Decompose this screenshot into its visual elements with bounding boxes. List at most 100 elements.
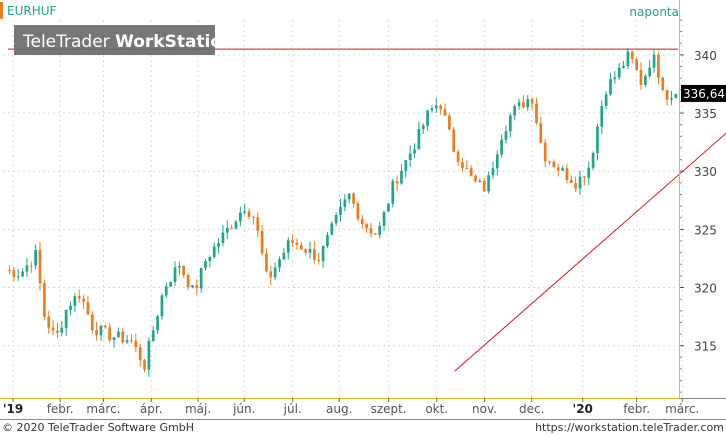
x-tick-label: febr. <box>623 402 650 416</box>
candle-body <box>317 259 321 262</box>
candle-body <box>400 170 403 184</box>
candle-body <box>413 149 416 154</box>
candle-body <box>408 153 412 161</box>
candle-body <box>34 249 38 266</box>
candle-body <box>173 267 177 282</box>
candle-body <box>130 340 133 342</box>
x-tick-label: dec. <box>519 402 544 416</box>
candle-body <box>51 327 55 331</box>
y-tick-label-315: 315 <box>694 340 717 354</box>
candle-body <box>556 167 560 171</box>
candle-body <box>313 249 316 260</box>
candle-body <box>426 110 429 126</box>
candle-body <box>252 216 255 218</box>
candle-body <box>491 168 495 176</box>
candle-body <box>69 305 72 310</box>
candle-body <box>387 203 390 212</box>
candle-body <box>482 181 486 192</box>
candle-body <box>565 168 569 180</box>
candle-body <box>156 316 159 331</box>
candle-body <box>395 181 399 184</box>
candle-body <box>43 283 46 317</box>
candle-body <box>195 285 199 289</box>
candle-body <box>99 325 103 336</box>
candle-body <box>60 327 64 333</box>
candle-body <box>304 249 308 253</box>
x-tick-label: szept. <box>371 402 407 416</box>
copyright-text: © 2020 TeleTrader Software GmbH <box>2 421 194 434</box>
candle-body <box>452 129 456 152</box>
candle-body <box>103 325 107 328</box>
candle-body <box>47 316 51 328</box>
candle-body <box>86 301 90 315</box>
candle-body <box>269 271 273 278</box>
candle-body <box>138 347 142 361</box>
candle-body <box>465 167 469 169</box>
candle-body <box>670 98 673 100</box>
candle-body <box>543 142 547 162</box>
x-tick-label: '19 <box>3 402 23 416</box>
candle-body <box>112 337 116 340</box>
watermark: TeleTrader WorkStation <box>14 25 234 55</box>
candle-body <box>417 129 421 150</box>
y-tick-label-320: 320 <box>694 282 717 296</box>
candle-body <box>639 70 643 85</box>
candle-body <box>552 161 556 168</box>
x-tick-label: nov. <box>472 402 497 416</box>
candle-body <box>583 176 586 178</box>
candle-body <box>16 276 20 278</box>
candle-body <box>38 249 42 284</box>
footer-bar <box>0 419 726 435</box>
candlestick-series <box>8 47 678 377</box>
candle-body <box>674 93 678 99</box>
candle-body <box>373 233 377 235</box>
x-tick-label: márc. <box>665 402 699 416</box>
candle-body <box>134 340 138 348</box>
candle-body <box>561 168 564 171</box>
x-tick-label: márc. <box>86 402 120 416</box>
candle-body <box>234 221 238 229</box>
candle-body <box>347 193 351 200</box>
candle-body <box>448 115 451 130</box>
watermark-box <box>14 25 215 55</box>
candle-body <box>587 167 591 178</box>
candle-body <box>652 54 656 68</box>
candle-body <box>164 286 168 296</box>
last-price-value: 336,643 <box>683 87 726 101</box>
candle-body <box>574 183 578 189</box>
candle-body <box>278 259 281 268</box>
candle-body <box>90 314 94 331</box>
candle-body <box>535 103 538 124</box>
candle-body <box>478 181 482 183</box>
symbol-label: EURHUF <box>7 4 57 18</box>
candle-body <box>596 126 599 154</box>
candle-body <box>308 249 312 253</box>
candle-body <box>256 217 260 231</box>
candle-body <box>430 108 434 111</box>
candle-body <box>508 115 512 132</box>
candle-body <box>273 267 277 278</box>
candle-body <box>382 211 386 226</box>
source-url: https://workstation.teleTrader.com <box>535 421 724 434</box>
candle-body <box>643 76 647 85</box>
candle-body <box>191 285 194 288</box>
candle-body <box>360 219 364 225</box>
candle-body <box>108 327 112 340</box>
candle-body <box>160 295 164 317</box>
candle-body <box>600 105 604 127</box>
grid-lines <box>3 20 683 398</box>
candle-body <box>469 168 473 176</box>
interval-label: naponta <box>629 5 679 19</box>
watermark-text: TeleTrader WorkStation <box>22 32 234 52</box>
candle-body <box>443 109 447 116</box>
candle-body <box>404 160 408 171</box>
candle-body <box>539 123 543 143</box>
x-tick-label: febr. <box>47 402 74 416</box>
candle-body <box>648 67 652 77</box>
candle-body <box>8 270 11 272</box>
candle-body <box>73 296 77 306</box>
candle-body <box>299 244 303 250</box>
candle-body <box>95 330 98 336</box>
